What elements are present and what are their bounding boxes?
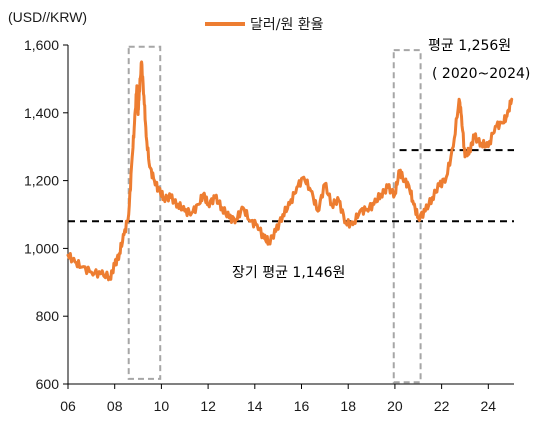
y-axis-unit-label: (USD//KRW) — [8, 9, 87, 25]
highlight-periods — [127, 45, 422, 384]
x-tick-label: 20 — [387, 398, 403, 414]
x-tick-label: 06 — [60, 398, 76, 414]
legend: 달러/원 환율 — [205, 17, 324, 33]
y-tick-label: 1,000 — [24, 240, 59, 256]
x-tick-label: 08 — [107, 398, 123, 414]
x-tick-label: 10 — [154, 398, 170, 414]
recent-average-label: 평균 1,256원 — [428, 38, 511, 54]
x-tick-label: 16 — [294, 398, 310, 414]
x-tick-label: 24 — [481, 398, 497, 414]
long-term-average-label: 장기 평균 1,146원 — [232, 265, 345, 281]
y-tick-label: 1,200 — [24, 173, 59, 189]
y-axis: 600 800 1,000 1,200 1,400 1,600 — [24, 37, 69, 392]
x-tick-label: 12 — [200, 398, 216, 414]
legend-label: 달러/원 환율 — [250, 17, 324, 33]
x-tick-label: 18 — [340, 398, 356, 414]
x-tick-label: 22 — [434, 398, 450, 414]
exchange-rate-line — [66, 60, 514, 282]
reference-lines — [68, 149, 514, 223]
y-tick-label: 1,400 — [24, 105, 59, 121]
recent-average-period-label: ( 2020~2024) — [432, 66, 530, 82]
series-layer — [66, 60, 514, 282]
x-tick-label: 14 — [247, 398, 263, 414]
y-tick-label: 800 — [36, 308, 60, 324]
y-tick-label: 600 — [36, 376, 60, 392]
y-tick-label: 1,600 — [24, 37, 59, 53]
x-axis: 06 08 10 12 14 16 18 20 22 24 — [60, 383, 514, 414]
